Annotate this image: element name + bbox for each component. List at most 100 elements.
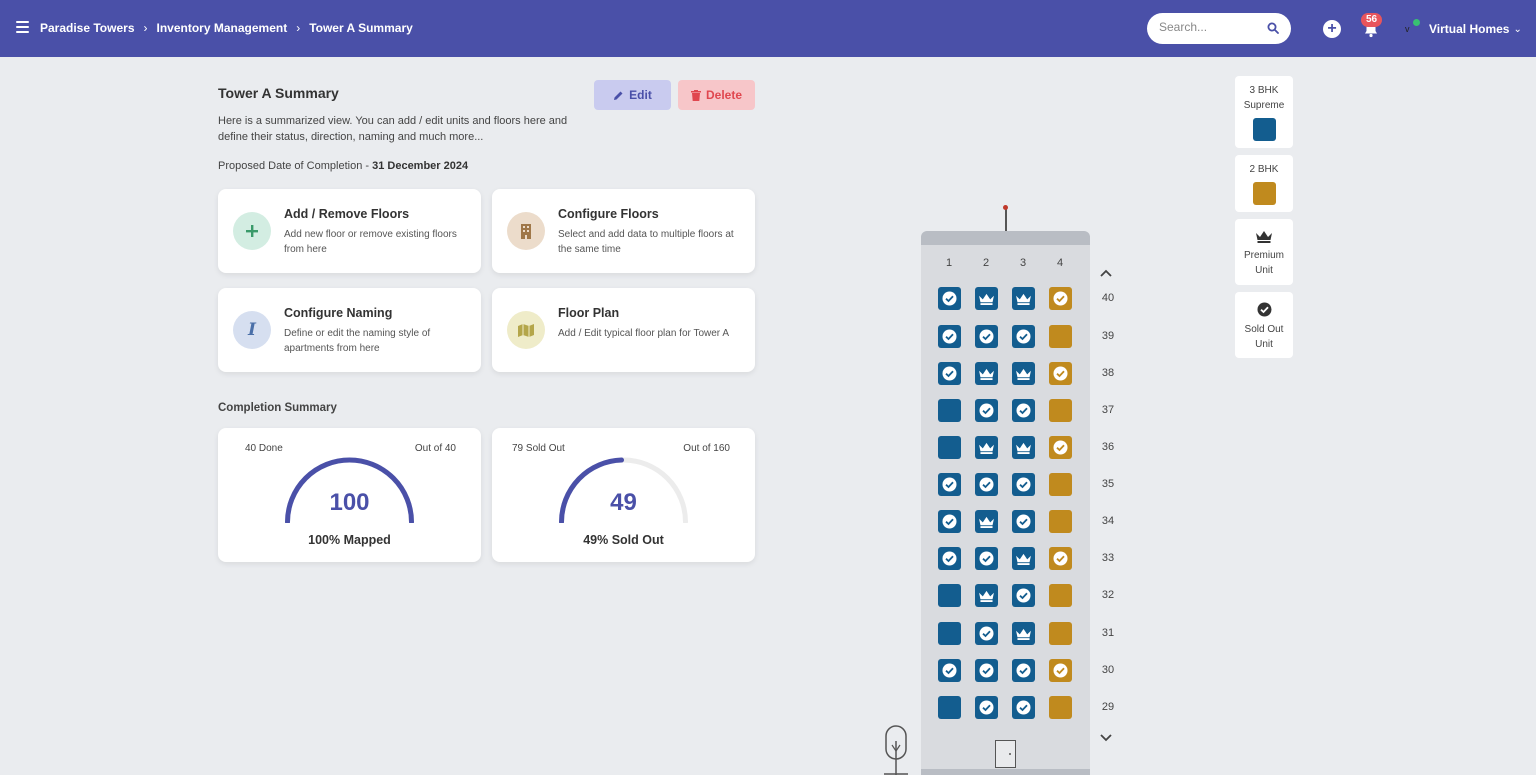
column-number: 3 xyxy=(1019,257,1027,269)
check-icon xyxy=(942,291,957,306)
unit-cell[interactable] xyxy=(975,622,998,645)
unit-cell[interactable] xyxy=(1049,547,1072,570)
chevron-up-icon[interactable] xyxy=(1099,268,1113,278)
add-remove-floors-card[interactable]: Add / Remove Floors Add new floor or rem… xyxy=(218,189,481,273)
unit-cell[interactable] xyxy=(938,362,961,385)
unit-cell[interactable] xyxy=(1049,436,1072,459)
floor-number: 38 xyxy=(1101,367,1115,379)
unit-cell[interactable] xyxy=(1049,399,1072,422)
crown-icon xyxy=(979,442,994,454)
column-number: 4 xyxy=(1056,257,1064,269)
door-icon xyxy=(995,740,1016,768)
unit-cell[interactable] xyxy=(1049,473,1072,496)
unit-cell[interactable] xyxy=(1012,510,1035,533)
unit-cell[interactable] xyxy=(938,622,961,645)
crown-icon xyxy=(979,516,994,528)
breadcrumb-separator: › xyxy=(296,21,301,35)
antenna xyxy=(1005,208,1007,232)
unit-cell[interactable] xyxy=(1012,436,1035,459)
unit-cell[interactable] xyxy=(938,473,961,496)
unit-cell[interactable] xyxy=(975,362,998,385)
user-menu[interactable]: v Virtual Homes ⌄ xyxy=(1405,17,1522,41)
unit-cell[interactable] xyxy=(1049,659,1072,682)
unit-cell[interactable] xyxy=(1049,584,1072,607)
user-name: Virtual Homes xyxy=(1429,22,1510,36)
unit-cell[interactable] xyxy=(1012,362,1035,385)
unit-cell[interactable] xyxy=(975,584,998,607)
company-logo: v xyxy=(1405,19,1420,37)
legend-2bhk: 2 BHK xyxy=(1235,155,1293,212)
legend-label: Sold Out xyxy=(1244,324,1284,335)
unit-cell[interactable] xyxy=(1012,622,1035,645)
check-icon xyxy=(1016,588,1031,603)
crown-icon xyxy=(979,368,994,380)
floor-plan-card[interactable]: Floor Plan Add / Edit typical floor plan… xyxy=(492,288,755,372)
unit-cell[interactable] xyxy=(1012,287,1035,310)
unit-cell[interactable] xyxy=(975,696,998,719)
unit-cell[interactable] xyxy=(1049,696,1072,719)
column-number: 2 xyxy=(982,257,990,269)
trash-icon xyxy=(690,89,701,101)
breadcrumb-item[interactable]: Inventory Management xyxy=(156,21,288,35)
floor-number: 39 xyxy=(1101,330,1115,342)
unit-cell[interactable] xyxy=(1012,399,1035,422)
unit-cell[interactable] xyxy=(938,584,961,607)
floor-number: 34 xyxy=(1101,515,1115,527)
breadcrumb: Paradise Towers › Inventory Management ›… xyxy=(40,21,413,35)
unit-cell[interactable] xyxy=(1012,473,1035,496)
floor-number: 35 xyxy=(1101,478,1115,490)
check-icon xyxy=(1016,403,1031,418)
unit-cell[interactable] xyxy=(1049,325,1072,348)
unit-cell[interactable] xyxy=(938,696,961,719)
check-icon xyxy=(1016,700,1031,715)
unit-cell[interactable] xyxy=(938,547,961,570)
unit-cell[interactable] xyxy=(1012,325,1035,348)
unit-cell[interactable] xyxy=(1012,584,1035,607)
search-input[interactable] xyxy=(1159,20,1264,34)
unit-cell[interactable] xyxy=(938,659,961,682)
check-icon xyxy=(979,626,994,641)
check-icon xyxy=(1053,551,1068,566)
search-icon[interactable] xyxy=(1267,22,1279,34)
check-icon xyxy=(979,700,994,715)
breadcrumb-item[interactable]: Paradise Towers xyxy=(40,21,135,35)
breadcrumb-current: Tower A Summary xyxy=(309,21,413,35)
unit-cell[interactable] xyxy=(975,547,998,570)
edit-button[interactable]: Edit xyxy=(594,80,671,110)
unit-cell[interactable] xyxy=(1049,510,1072,533)
unit-cell[interactable] xyxy=(1012,696,1035,719)
unit-cell[interactable] xyxy=(1049,287,1072,310)
plus-icon xyxy=(233,212,271,250)
unit-cell[interactable] xyxy=(938,399,961,422)
chevron-down-icon[interactable] xyxy=(1099,733,1113,743)
unit-cell[interactable] xyxy=(975,325,998,348)
top-bar: Paradise Towers › Inventory Management ›… xyxy=(0,0,1536,57)
breadcrumb-separator: › xyxy=(143,21,148,35)
configure-naming-card[interactable]: I Configure Naming Define or edit the na… xyxy=(218,288,481,372)
check-icon xyxy=(942,477,957,492)
unit-cell[interactable] xyxy=(975,659,998,682)
unit-cell[interactable] xyxy=(938,287,961,310)
floor-number: 33 xyxy=(1101,552,1115,564)
delete-button[interactable]: Delete xyxy=(678,80,755,110)
gauge-value: 100 xyxy=(329,489,370,516)
unit-cell[interactable] xyxy=(1012,659,1035,682)
unit-cell[interactable] xyxy=(938,325,961,348)
unit-cell[interactable] xyxy=(1049,622,1072,645)
card-description: Add / Edit typical floor plan for Tower … xyxy=(558,328,730,339)
unit-cell[interactable] xyxy=(938,436,961,459)
unit-cell[interactable] xyxy=(975,287,998,310)
unit-cell[interactable] xyxy=(1012,547,1035,570)
unit-cell[interactable] xyxy=(975,473,998,496)
building-roof xyxy=(921,231,1090,245)
menu-icon[interactable] xyxy=(16,21,29,33)
floor-number: 30 xyxy=(1101,664,1115,676)
unit-cell[interactable] xyxy=(938,510,961,533)
unit-cell[interactable] xyxy=(1049,362,1072,385)
completion-date: Proposed Date of Completion - 31 Decembe… xyxy=(218,160,469,172)
configure-floors-card[interactable]: Configure Floors Select and add data to … xyxy=(492,189,755,273)
unit-cell[interactable] xyxy=(975,436,998,459)
unit-cell[interactable] xyxy=(975,510,998,533)
unit-cell[interactable] xyxy=(975,399,998,422)
add-button[interactable]: + xyxy=(1323,20,1341,38)
